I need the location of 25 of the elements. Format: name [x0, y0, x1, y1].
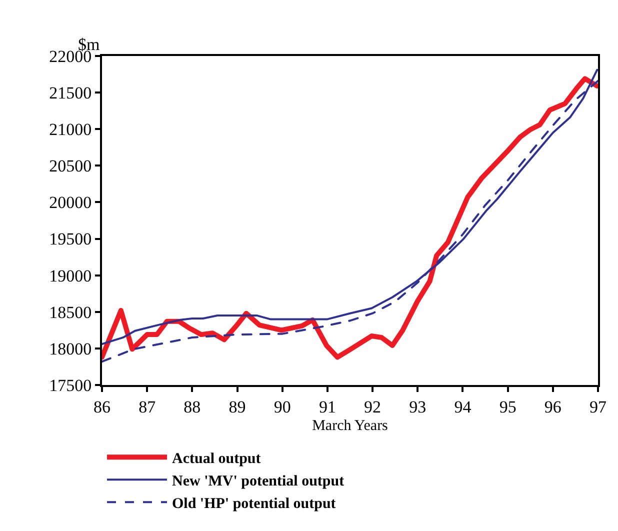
x-tick-label: 90 [274, 397, 291, 416]
y-tick-label: 17500 [49, 376, 92, 395]
legend-label: Old 'HP' potential output [172, 496, 336, 512]
y-tick-label: 21500 [49, 84, 92, 103]
x-tick-label: 97 [590, 397, 607, 416]
legend-label: Actual output [172, 451, 261, 468]
x-tick-label: 96 [544, 397, 562, 416]
x-tick-label: 93 [409, 397, 426, 416]
x-tick-label: 91 [318, 397, 336, 416]
y-tick-label: 18500 [49, 302, 92, 322]
y-tick-label: 20500 [49, 156, 92, 176]
x-tick-label: 92 [364, 397, 382, 416]
legend-label: New 'MV' potential output [172, 474, 344, 490]
x-tick-label: 86 [94, 397, 110, 416]
y-tick-label: 21000 [49, 120, 92, 140]
y-tick-label: 18000 [49, 339, 92, 358]
y-tick-label: 19500 [49, 230, 92, 249]
x-tick-label: 95 [499, 397, 516, 416]
x-tick-label: 87 [138, 397, 156, 416]
x-tick-label: 94 [454, 397, 472, 416]
x-tick-label: 89 [228, 397, 246, 416]
x-tick-label: 88 [184, 397, 201, 416]
y-tick-label: 20000 [49, 193, 92, 212]
x-axis-title: March Years [312, 418, 388, 434]
y-tick-label: 19000 [49, 266, 92, 286]
